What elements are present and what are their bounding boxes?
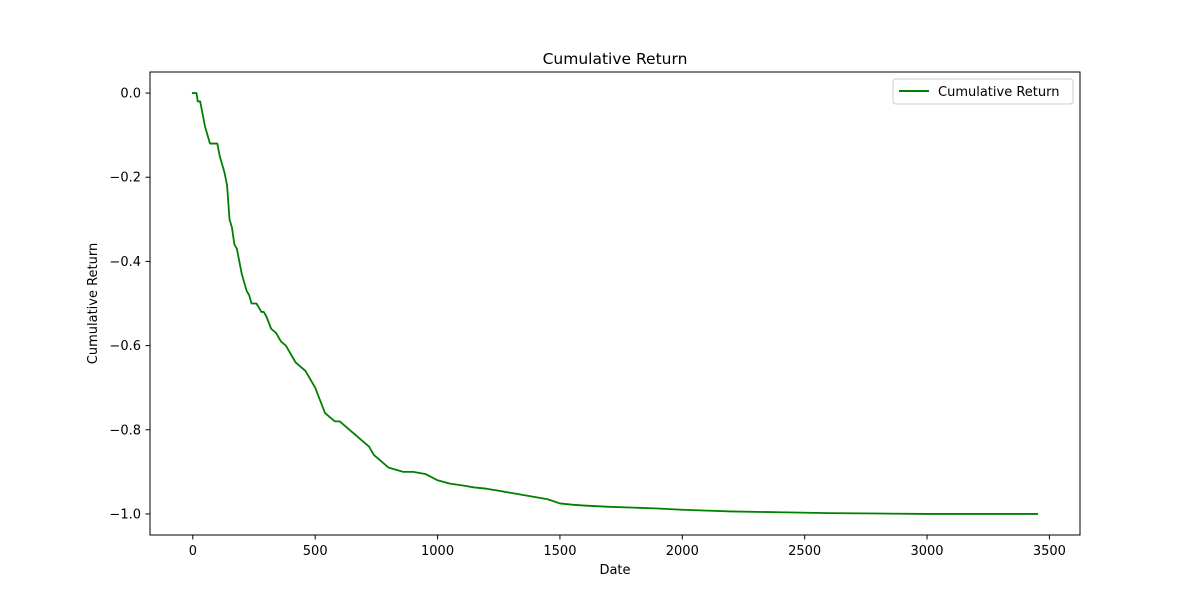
chart-title: Cumulative Return	[543, 50, 688, 68]
x-tick-label: 0	[189, 544, 197, 559]
x-axis-ticks: 0 500 1000 1500 2000 2500 3000 3500	[189, 535, 1066, 559]
legend-label-cumulative-return: Cumulative Return	[938, 85, 1059, 100]
x-tick-label: 2500	[788, 544, 821, 559]
series-line-cumulative-return	[191, 92, 1039, 515]
y-tick-label: −1.0	[109, 507, 141, 522]
x-tick-label: 3000	[910, 544, 943, 559]
series-layer	[191, 92, 1039, 515]
y-tick-label: −0.2	[109, 171, 141, 186]
y-axis-ticks: 0.0 −0.2 −0.4 −0.6 −0.8 −1.0	[109, 87, 150, 522]
x-tick-label: 1000	[421, 544, 454, 559]
y-tick-label: 0.0	[120, 87, 141, 102]
x-tick-label: 2000	[666, 544, 699, 559]
legend-box	[892, 78, 1074, 105]
x-tick-label: 500	[303, 544, 328, 559]
y-axis-label: Cumulative Return	[86, 243, 101, 364]
x-axis-label: Date	[599, 563, 630, 578]
plot-area-frame	[149, 71, 1081, 536]
legend: Cumulative Return	[892, 78, 1074, 105]
y-tick-label: −0.6	[109, 339, 141, 354]
y-tick-label: −0.8	[109, 423, 141, 438]
x-tick-label: 1500	[543, 544, 576, 559]
x-tick-label: 3500	[1033, 544, 1066, 559]
y-tick-label: −0.4	[109, 255, 141, 270]
